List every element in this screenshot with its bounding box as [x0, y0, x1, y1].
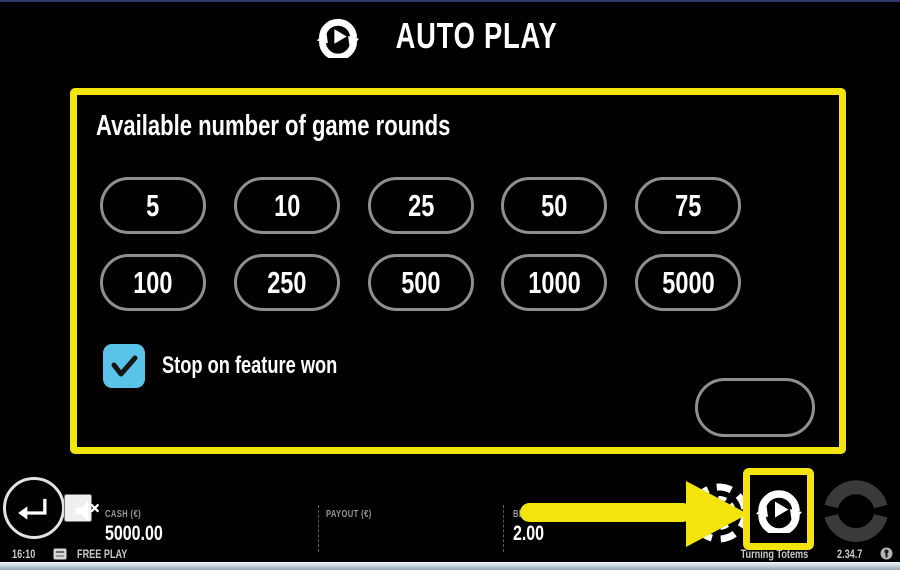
autoplay-button[interactable] [743, 468, 814, 550]
status-bar: 16:10 FREE PLAY Turning Totems 2.34.7 [0, 545, 900, 562]
bet-chip-icon [689, 483, 749, 543]
screen-icon [53, 548, 67, 559]
muted-speaker-icon [75, 501, 99, 521]
cash-label: CASH (€) [105, 509, 141, 520]
version-number: 2.34.7 [836, 546, 862, 561]
back-button[interactable] [3, 477, 65, 539]
provider-logo-icon [880, 547, 893, 560]
round-option-75[interactable]: 75 [635, 177, 741, 234]
round-option-5000[interactable]: 5000 [635, 254, 741, 311]
clock-time: 16:10 [12, 546, 36, 561]
round-option-500[interactable]: 500 [368, 254, 474, 311]
round-option-5[interactable]: 5 [100, 177, 206, 234]
round-option-100[interactable]: 100 [100, 254, 206, 311]
spin-arrows-icon [824, 480, 888, 542]
cash-value: 5000.00 [105, 522, 163, 545]
bet-meter: BET (€) 2.00 [513, 509, 554, 546]
meter-separator [503, 505, 504, 552]
bet-value: 2.00 [513, 522, 545, 545]
play-mode-label: FREE PLAY [76, 546, 128, 561]
round-option-50[interactable]: 50 [501, 177, 607, 234]
meter-separator [318, 505, 319, 552]
page-title: AUTO PLAY [396, 15, 558, 56]
payout-value [326, 522, 386, 546]
clear-button[interactable]: CLEAR [695, 378, 815, 437]
autoplay-icon [755, 490, 802, 533]
panel-title: Available number of game rounds [96, 110, 451, 142]
spin-button[interactable] [818, 467, 894, 543]
bet-label: BET (€) [513, 509, 543, 520]
header: AUTO PLAY [0, 10, 900, 62]
bet-chip-button[interactable] [688, 482, 750, 544]
round-option-10[interactable]: 10 [234, 177, 340, 234]
mute-button[interactable] [64, 494, 99, 522]
stop-on-feature-checkbox[interactable] [103, 344, 145, 388]
return-arrow-icon [18, 498, 47, 520]
round-option-1000[interactable]: 1000 [501, 254, 607, 311]
round-option-250[interactable]: 250 [234, 254, 340, 311]
round-option-25[interactable]: 25 [368, 177, 474, 234]
game-name: Turning Totems [740, 546, 808, 561]
bottom-edge-strip [0, 562, 900, 570]
stop-on-feature-label: Stop on feature won [162, 352, 338, 379]
top-border-line [0, 0, 900, 2]
payout-meter: PAYOUT (€) [326, 509, 386, 546]
cash-meter: CASH (€) 5000.00 [105, 509, 181, 546]
checkmark-icon [111, 355, 138, 377]
autoplay-icon [317, 18, 360, 58]
payout-label: PAYOUT (€) [326, 509, 372, 520]
